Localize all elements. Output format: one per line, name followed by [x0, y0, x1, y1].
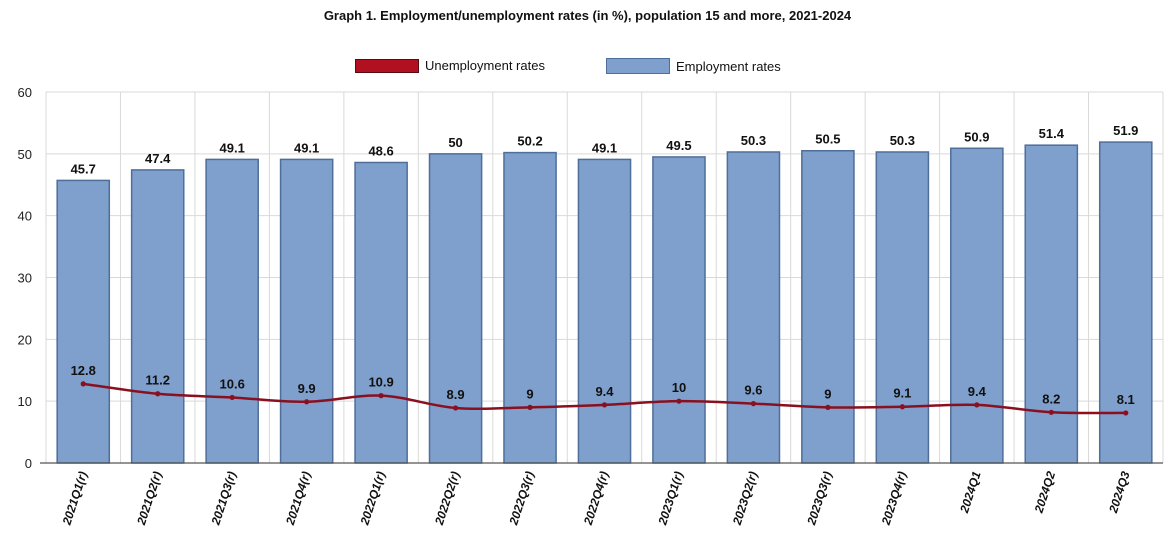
employment-value-label: 47.4	[145, 151, 171, 166]
employment-bar	[875, 151, 930, 464]
chart-title: Graph 1. Employment/unemployment rates (…	[323, 8, 852, 23]
employment-bar	[503, 151, 557, 464]
y-tick-label: 10	[18, 394, 32, 409]
line-layer	[80, 381, 1129, 416]
employment-bar	[354, 161, 408, 464]
unemployment-value-label: 10.9	[368, 375, 393, 390]
unemployment-point	[974, 402, 980, 408]
unemployment-value-label: 9	[824, 386, 831, 401]
employment-value-label: 50.2	[517, 134, 542, 149]
employment-bar	[726, 151, 781, 464]
y-tick-label: 40	[18, 209, 32, 224]
unemployment-value-label: 9.6	[744, 383, 762, 398]
employment-bar	[1098, 141, 1153, 464]
unemployment-point	[825, 404, 831, 410]
x-category-label: 2022Q1(r)	[357, 470, 388, 528]
y-tick-label: 0	[25, 456, 32, 471]
unemployment-value-label: 9.4	[595, 384, 614, 399]
legend-item-employment: Employment rates	[606, 58, 781, 74]
legend-swatch-employment	[606, 58, 670, 74]
unemployment-value-label: 9	[526, 386, 533, 401]
employment-value-label: 49.1	[220, 140, 245, 155]
unemployment-point	[304, 399, 310, 405]
y-tick-label: 50	[18, 147, 32, 162]
chart-legend: Unemployment rates Employment rates	[0, 58, 1175, 80]
x-category-label: 2021Q2(r)	[134, 470, 165, 528]
legend-label-employment: Employment rates	[676, 58, 781, 74]
unemployment-value-label: 8.9	[447, 387, 465, 402]
x-category-label: 2023Q3(r)	[804, 470, 835, 528]
x-category-label: 2022Q2(r)	[432, 470, 463, 528]
unemployment-point	[378, 393, 384, 399]
y-tick-label: 20	[18, 332, 32, 347]
x-category-label: 2023Q1(r)	[655, 470, 686, 528]
bar-layer	[56, 141, 1153, 464]
employment-bar	[577, 158, 632, 464]
employment-value-label: 51.4	[1039, 126, 1065, 141]
unemployment-point	[452, 405, 459, 411]
employment-value-label: 50	[448, 135, 462, 150]
unemployment-value-label: 10.6	[220, 376, 245, 391]
employment-bar	[1024, 144, 1079, 464]
employment-value-label: 49.1	[592, 140, 617, 155]
x-category-label: 2021Q1(r)	[59, 470, 90, 528]
unemployment-value-label: 12.8	[71, 363, 96, 378]
employment-bar	[205, 158, 259, 464]
unemployment-value-label: 8.2	[1042, 391, 1060, 406]
unemployment-value-label: 9.1	[893, 386, 911, 401]
x-category-label: 2022Q3(r)	[506, 470, 537, 528]
employment-bar	[56, 179, 111, 464]
legend-item-unemployment: Unemployment rates	[355, 58, 545, 73]
y-tick-label: 60	[18, 85, 32, 100]
x-category-label: 2023Q2(r)	[730, 470, 761, 528]
unemployment-point	[155, 391, 161, 397]
employment-bar	[950, 147, 1004, 464]
unemployment-point	[80, 381, 86, 387]
legend-swatch-unemployment	[355, 58, 419, 73]
x-category-label: 2022Q4(r)	[581, 470, 612, 528]
employment-value-label: 50.9	[964, 129, 989, 144]
x-category-label: 2024Q2	[1031, 469, 1058, 515]
y-tick-label: 30	[18, 271, 32, 286]
unemployment-value-label: 8.1	[1117, 392, 1135, 407]
unemployment-point	[750, 401, 757, 407]
x-category-label: 2021Q4(r)	[283, 470, 314, 528]
employment-bar	[428, 153, 483, 464]
unemployment-point	[899, 404, 905, 410]
unemployment-value-label: 9.4	[968, 384, 987, 399]
unemployment-point	[601, 402, 608, 408]
employment-bar	[652, 156, 706, 464]
unemployment-point	[1123, 410, 1129, 416]
employment-value-label: 49.5	[666, 138, 691, 153]
employment-value-label: 50.3	[890, 133, 915, 148]
x-category-label: 2024Q3	[1106, 469, 1133, 515]
employment-value-label: 49.1	[294, 140, 319, 155]
label-layer: 45.7 47.4 49.1 49.1 48.6 50 50.2 49.1 49.5 50.3 50…	[71, 123, 1139, 407]
x-category-label: 2023Q4(r)	[878, 470, 909, 528]
employment-value-label: 50.5	[815, 132, 840, 147]
employment-value-label: 48.6	[368, 143, 393, 158]
unemployment-point	[1048, 409, 1054, 415]
x-category-label: 2021Q3(r)	[208, 470, 239, 528]
unemployment-value-label: 11.2	[145, 373, 170, 388]
unemployment-point	[527, 404, 533, 410]
unemployment-value-label: 10	[672, 380, 686, 395]
employment-value-label: 45.7	[71, 161, 96, 176]
employment-bar	[130, 169, 185, 464]
employment-bar	[801, 149, 855, 464]
employment-value-label: 51.9	[1113, 123, 1138, 138]
employment-value-label: 50.3	[741, 133, 766, 148]
unemployment-point	[229, 394, 235, 401]
unemployment-value-label: 9.9	[298, 381, 316, 396]
legend-label-unemployment: Unemployment rates	[425, 58, 545, 73]
x-category-label: 2024Q1	[957, 469, 984, 515]
unemployment-point	[676, 398, 682, 404]
employment-bar	[279, 158, 334, 464]
